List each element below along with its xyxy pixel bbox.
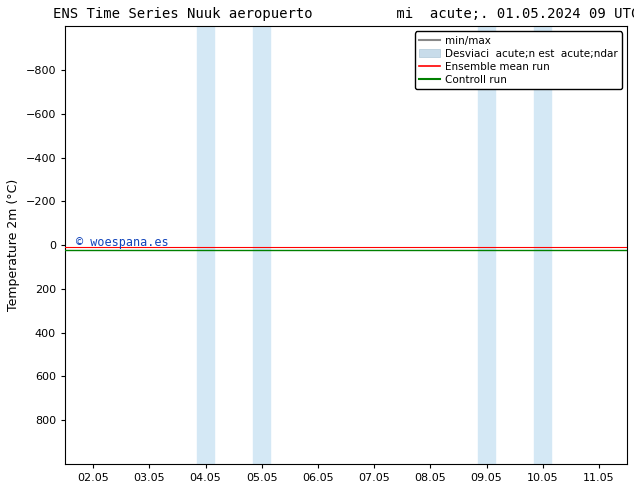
Bar [197,26,214,464]
Title: ENS Time Series Nuuk aeropuerto          mi  acute;. 01.05.2024 09 UTC: ENS Time Series Nuuk aeropuerto mi acute… [53,7,634,21]
Y-axis label: Temperature 2m (°C): Temperature 2m (°C) [7,179,20,311]
Legend: min/max, Desviaci  acute;n est  acute;ndar, Ensemble mean run, Controll run: min/max, Desviaci acute;n est acute;ndar… [415,31,622,89]
Bar [534,26,551,464]
Bar [478,26,495,464]
Bar [254,26,270,464]
Text: © woespana.es: © woespana.es [76,237,169,249]
